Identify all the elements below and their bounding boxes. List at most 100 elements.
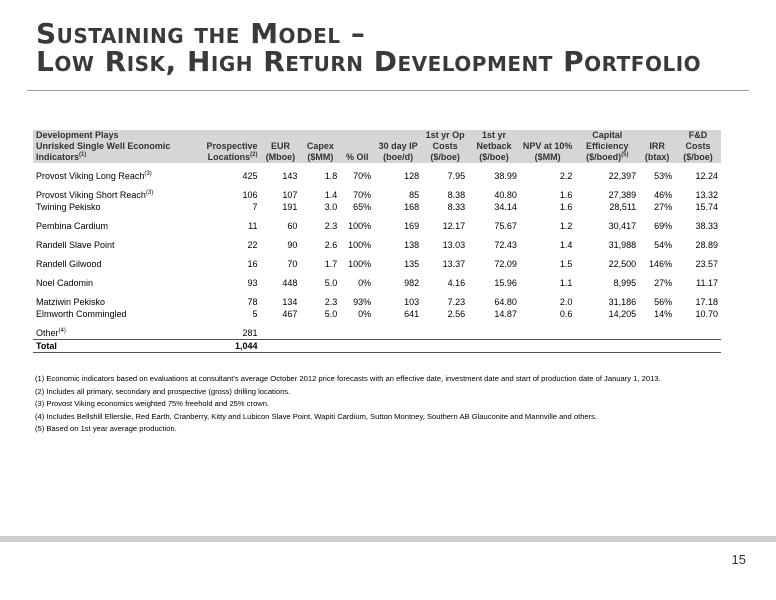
cell-fd: 17.18 (695, 297, 718, 307)
row-spacer (33, 182, 721, 189)
header-plays-line-2: Unrisked Single Well Economic (36, 141, 171, 151)
table-row: Pembina Cardium 11 60 2.3 100% 169 12.17 75.67 1… (33, 220, 721, 232)
cell-locations: 281 (242, 328, 258, 338)
total-label: Total (33, 339, 185, 353)
cell-capeff: 14,205 (608, 309, 637, 319)
cell-irr: 53% (654, 171, 673, 181)
header-plays: Development Plays Unrisked Single Well E… (33, 130, 185, 163)
total-row: Total 1,044 (33, 339, 721, 353)
cell-capex: 1.4 (324, 190, 338, 200)
cell-ip: 85 (409, 190, 420, 200)
cell-npv: 1.6 (559, 202, 573, 212)
table-row: Provost Viking Long Reach(3) 425 143 1.8 70%… (33, 170, 721, 182)
cell-ip: 641 (404, 309, 420, 319)
cell-opcost: 4.16 (447, 278, 466, 288)
cell-opcost: 8.33 (447, 202, 466, 212)
row-spacer (33, 251, 721, 258)
total-empty-cell (675, 339, 721, 353)
cell-oil: 0% (358, 309, 372, 319)
table-row: Elmworth Commingled 5 467 5.0 0% 641 2.56 14.87… (33, 308, 721, 320)
cell-netback (468, 327, 520, 340)
cell-play-name: Matziwin Pekisko (36, 297, 106, 307)
cell-play-name: Twining Pekisko (36, 202, 101, 212)
cell-fd: 15.74 (695, 202, 718, 212)
cell-npv: 1.6 (559, 190, 573, 200)
cell-fd: 13.32 (695, 190, 718, 200)
total-locations: 1,044 (184, 339, 261, 353)
row-spacer (33, 232, 721, 239)
table-header: Development Plays Unrisked Single Well E… (33, 130, 721, 163)
table-row: Other(4) 281 (33, 327, 721, 340)
cell-ip: 128 (404, 171, 420, 181)
header-oil: % Oil (340, 130, 375, 163)
cell-locations: 106 (242, 190, 258, 200)
cell-locations: 425 (242, 171, 258, 181)
row-spacer (33, 320, 721, 327)
development-plays-table: Development Plays Unrisked Single Well E… (33, 130, 721, 353)
footnote: (4) Includes Bellshill Ellerslie, Red Ea… (35, 411, 598, 421)
cell-opcost (422, 327, 468, 340)
table-row: Randell Slave Point 22 90 2.6 100% 138 13.03 72… (33, 239, 721, 251)
cell-oil: 70% (353, 190, 372, 200)
table-row: Twining Pekisko 7 191 3.0 65% 168 8.33 34.14 1.6… (33, 201, 721, 213)
cell-play-name: Randell Gilwood (36, 259, 102, 269)
cell-locations: 5 (252, 309, 258, 319)
cell-fd: 28.89 (695, 240, 718, 250)
footer-bar (0, 536, 776, 542)
cell-opcost: 2.56 (447, 309, 466, 319)
cell-capex: 1.7 (324, 259, 338, 269)
cell-capex: 2.3 (324, 297, 338, 307)
cell-play-name: Randell Slave Point (36, 240, 115, 250)
row-spacer (33, 289, 721, 296)
cell-opcost: 12.17 (442, 221, 466, 231)
cell-eur: 191 (282, 202, 298, 212)
cell-capeff: 27,389 (608, 190, 637, 200)
title-divider (27, 90, 749, 91)
cell-capeff: 22,500 (608, 259, 637, 269)
cell-oil: 100% (348, 259, 372, 269)
cell-netback: 15.96 (494, 278, 517, 288)
header-plays-line-1: Development Plays (36, 130, 119, 140)
total-empty-cell (468, 339, 520, 353)
cell-npv (520, 327, 576, 340)
cell-netback: 72.43 (494, 240, 517, 250)
total-empty-cell (340, 339, 375, 353)
header-eur: EUR (Mboe) (260, 130, 301, 163)
cell-npv: 1.2 (559, 221, 573, 231)
cell-capeff: 31,988 (608, 240, 637, 250)
cell-play-name: Provost Viking Short Reach(3) (36, 190, 154, 200)
cell-opcost: 13.03 (442, 240, 466, 250)
cell-npv: 1.4 (559, 240, 573, 250)
table-row: Noel Cadomin 93 448 5.0 0% 982 4.16 15.96 1.1 8,9… (33, 277, 721, 289)
cell-opcost: 13.37 (442, 259, 466, 269)
cell-oil: 100% (348, 240, 372, 250)
cell-opcost: 8.38 (447, 190, 466, 200)
cell-capeff: 28,511 (609, 202, 637, 212)
footnote: (1) Economic indicators based on evaluat… (35, 374, 661, 383)
cell-capeff: 31,186 (608, 297, 637, 307)
cell-npv: 1.1 (559, 278, 573, 288)
cell-eur: 467 (282, 309, 298, 319)
header-fd: F&D Costs ($/boe) (675, 130, 721, 163)
cell-fd: 10.70 (695, 309, 718, 319)
cell-capeff: 8,995 (613, 278, 637, 288)
cell-eur: 448 (282, 278, 298, 288)
cell-capex: 3.0 (324, 202, 338, 212)
header-capeff: Capital Efficiency ($/boed)(5) (575, 130, 640, 163)
table-body: Provost Viking Long Reach(3) 425 143 1.8 70%… (33, 163, 721, 353)
row-spacer (33, 163, 721, 170)
cell-oil (340, 327, 374, 340)
header-opcost: 1st yr Op Costs ($/boe) (422, 130, 469, 163)
cell-fd: 12.24 (695, 171, 718, 181)
footnote: (2) Includes all primary, secondary and … (35, 386, 291, 396)
cell-locations: 11 (248, 221, 258, 231)
table-row: Randell Gilwood 16 70 1.7 100% 135 13.37 72.09 1… (33, 258, 721, 270)
cell-eur: 143 (282, 171, 298, 181)
cell-eur: 60 (287, 221, 298, 231)
footnote: (5) Based on 1st year average production… (35, 424, 177, 433)
header-netback: 1st yr Netback ($/boe) (468, 130, 520, 163)
cell-eur: 134 (282, 297, 298, 307)
cell-irr (639, 327, 675, 340)
cell-capex: 1.8 (324, 171, 338, 181)
cell-netback: 34.14 (494, 202, 517, 212)
